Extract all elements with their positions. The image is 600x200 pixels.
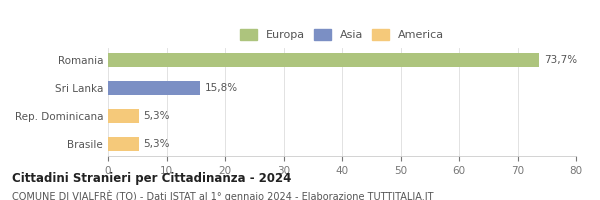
Bar: [108, 109, 139, 123]
Bar: [108, 53, 539, 67]
Legend: Europa, Asia, America: Europa, Asia, America: [241, 29, 443, 40]
Text: 15,8%: 15,8%: [205, 83, 238, 93]
Text: 5,3%: 5,3%: [143, 139, 170, 149]
Bar: [108, 81, 200, 95]
Text: 73,7%: 73,7%: [544, 55, 577, 65]
Text: COMUNE DI VIALFRÈ (TO) - Dati ISTAT al 1° gennaio 2024 - Elaborazione TUTTITALIA: COMUNE DI VIALFRÈ (TO) - Dati ISTAT al 1…: [12, 190, 433, 200]
Bar: [108, 137, 139, 151]
Text: Cittadini Stranieri per Cittadinanza - 2024: Cittadini Stranieri per Cittadinanza - 2…: [12, 172, 292, 185]
Text: 5,3%: 5,3%: [143, 111, 170, 121]
